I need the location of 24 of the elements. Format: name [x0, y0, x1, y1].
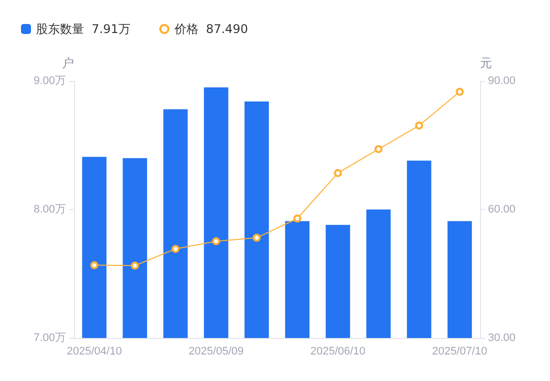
y-axis-title: 户: [62, 56, 74, 70]
legend-label: 股东数量 7.91万: [36, 22, 130, 36]
point: [212, 237, 220, 246]
x-tick-label: 2025/04/10: [66, 346, 122, 358]
y-tick-label: 8.00万: [34, 204, 66, 216]
legend-label: 价格 87.490: [173, 22, 248, 36]
point: [293, 214, 302, 222]
y-tick-label: 7.00万: [34, 332, 66, 344]
point: [130, 262, 139, 270]
point: [172, 244, 180, 253]
point: [252, 234, 261, 242]
point: [415, 122, 424, 130]
y2-tick-label: 30.00: [488, 332, 516, 344]
y2-axis-title: 元: [480, 56, 492, 70]
y2-tick-label: 60.00: [488, 204, 516, 216]
y-tick-label: 9.00万: [34, 75, 66, 87]
x-tick-label: 2025/07/10: [432, 346, 488, 358]
point: [90, 261, 98, 270]
y2-tick-label: 90.00: [488, 75, 516, 87]
point: [456, 88, 464, 96]
x-tick-label: 2025/06/10: [310, 346, 366, 358]
point: [374, 145, 382, 154]
x-tick-label: 2025/05/09: [188, 346, 244, 358]
point: [334, 169, 342, 178]
